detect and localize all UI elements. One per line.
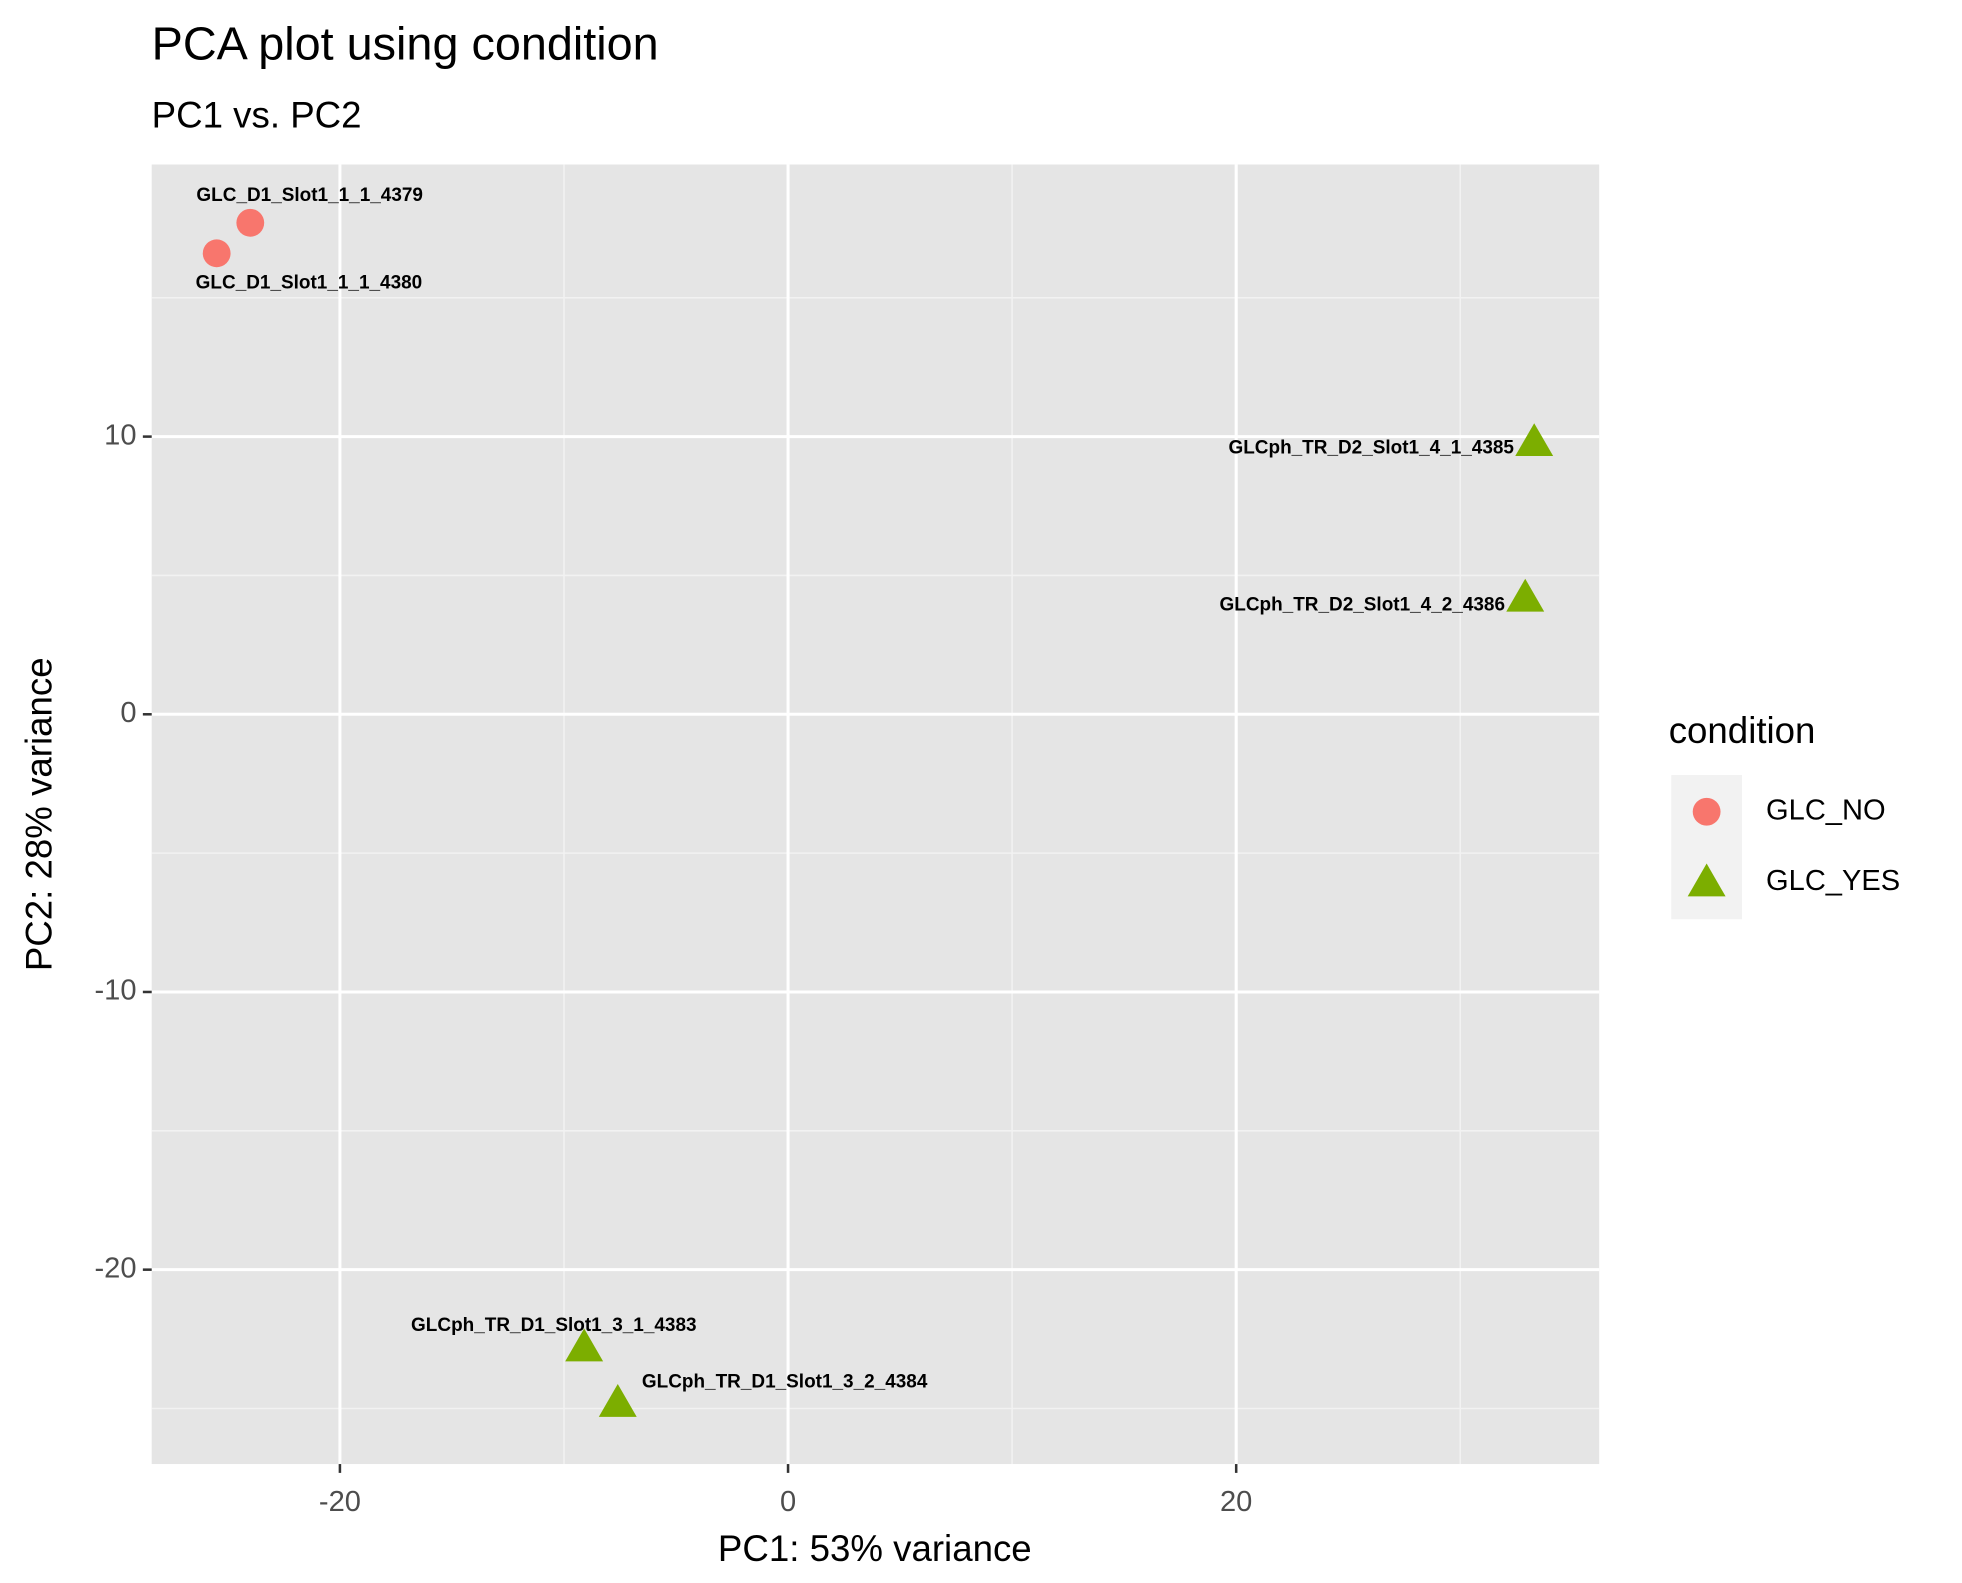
x-tick-label: -20: [319, 1486, 361, 1518]
y-tick-label: -20: [95, 1252, 137, 1284]
x-tick-label: 20: [1220, 1486, 1252, 1518]
y-tick-label: 10: [104, 419, 136, 451]
legend-label: GLC_YES: [1766, 865, 1900, 897]
point-label: GLCph_TR_D1_Slot1_3_2_4384: [642, 1372, 928, 1393]
legend-title: condition: [1669, 710, 1816, 751]
point-label: GLCph_TR_D1_Slot1_3_1_4383: [411, 1315, 696, 1336]
legend-key-bg: [1671, 775, 1743, 920]
chart-subtitle: PC1 vs. PC2: [152, 94, 362, 135]
y-axis-title: PC2: 28% variance: [18, 657, 59, 971]
point: [565, 1328, 604, 1362]
point: [598, 1383, 637, 1417]
chart-title: PCA plot using condition: [152, 17, 659, 69]
point-label: GLC_D1_Slot1_1_1_4380: [196, 273, 423, 294]
x-axis-title: PC1: 53% variance: [718, 1528, 1032, 1569]
point: [1506, 578, 1545, 612]
point-label: GLC_D1_Slot1_1_1_4379: [196, 185, 423, 206]
legend-key: [1692, 797, 1721, 826]
point: [202, 239, 231, 268]
point-label: GLCph_TR_D2_Slot1_4_1_4385: [1228, 437, 1514, 458]
y-tick-label: 0: [120, 697, 136, 729]
legend-key: [1687, 863, 1726, 897]
point-label: GLCph_TR_D2_Slot1_4_2_4386: [1220, 594, 1505, 615]
legend-label: GLC_NO: [1766, 794, 1886, 826]
point: [236, 208, 265, 237]
y-tick-label: -10: [95, 975, 137, 1007]
x-tick-label: 0: [780, 1486, 796, 1518]
panel: [151, 164, 1600, 1465]
point: [1515, 423, 1554, 457]
